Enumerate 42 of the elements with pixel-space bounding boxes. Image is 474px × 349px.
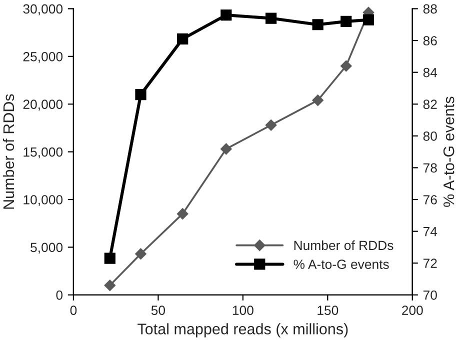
point <box>135 89 146 100</box>
point <box>104 252 116 264</box>
x-tick-label: 50 <box>151 306 166 316</box>
y2-tick-label: 78 <box>423 163 437 173</box>
point <box>265 120 277 131</box>
point <box>220 143 232 155</box>
point <box>312 19 324 30</box>
x-tick-label: 150 <box>318 306 338 316</box>
x-tick-label: 100 <box>232 306 254 316</box>
y2-tick-label: 88 <box>423 4 437 14</box>
legend-label: Number of RDDs <box>294 240 394 250</box>
y2-axis-title: % A-to-G events <box>443 96 454 207</box>
y-tick-label: 25,000 <box>23 52 63 63</box>
y2-tick-label: 86 <box>423 36 437 46</box>
y-axis-title: Number of RDDs <box>2 94 14 209</box>
point <box>266 12 277 24</box>
point <box>362 14 374 26</box>
y2-tick-label: 84 <box>423 68 438 78</box>
point <box>177 33 188 44</box>
x-tick-label: 0 <box>70 306 77 316</box>
point <box>176 208 188 220</box>
y-tick-label: 30,000 <box>23 4 63 16</box>
y2-tick-label: 74 <box>423 227 438 236</box>
y-tick-label: 5,000 <box>30 242 63 254</box>
point <box>104 280 116 291</box>
legend-label: % A-to-G events <box>294 260 389 269</box>
y2-tick-label: 70 <box>423 290 437 300</box>
point <box>312 94 324 106</box>
x-axis-title: Total mapped reads (x millions) <box>138 323 348 338</box>
y2-tick-label: 76 <box>423 195 437 204</box>
y-tick-label: 20,000 <box>23 100 63 111</box>
y-tick-label: 10,000 <box>24 195 63 206</box>
point <box>220 10 232 21</box>
y2-tick-label: 72 <box>423 258 437 268</box>
y2-tick-label: 82 <box>423 100 437 110</box>
y-tick-label: 15,000 <box>24 147 63 158</box>
y-tick-label: 0 <box>56 290 63 300</box>
point <box>340 60 352 72</box>
x-tick-label: 200 <box>402 306 423 316</box>
point <box>340 16 352 27</box>
y2-tick-label: 80 <box>423 131 437 141</box>
point <box>135 248 146 260</box>
